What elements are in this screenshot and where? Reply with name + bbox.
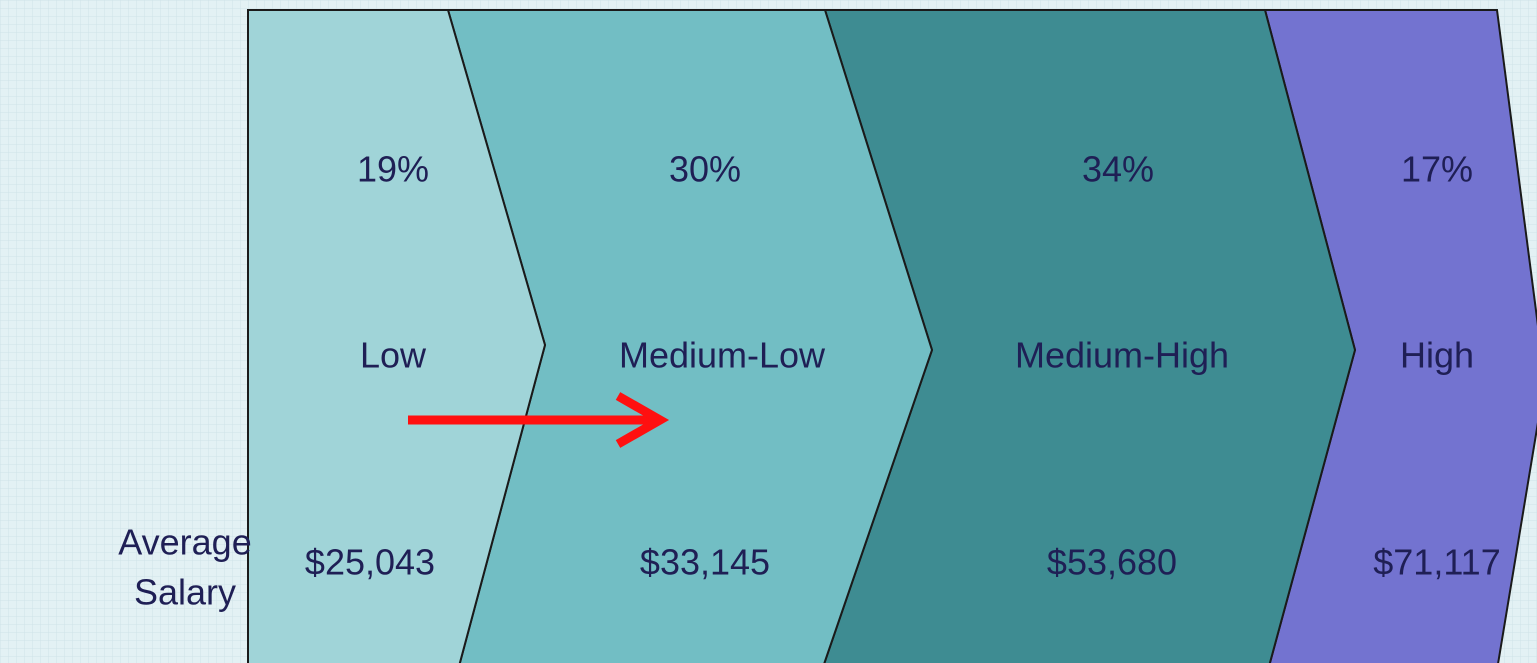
salary: $53,680: [1047, 542, 1177, 583]
salary: $33,145: [640, 542, 770, 583]
row-label: Average: [118, 522, 251, 563]
percent: 30%: [669, 149, 741, 190]
percent: 17%: [1401, 149, 1473, 190]
red-arrow: [408, 392, 670, 448]
segment-label: High: [1400, 335, 1474, 376]
salary: $71,117: [1373, 542, 1500, 583]
segment-label: Low: [360, 335, 427, 376]
row-label: Salary: [134, 572, 236, 613]
salary: $25,043: [305, 542, 435, 583]
segment-label: Medium-High: [1015, 335, 1229, 376]
segment-label: Medium-Low: [619, 335, 826, 376]
segment-low: [247, 9, 547, 663]
percent: 19%: [357, 149, 429, 190]
percent: 34%: [1082, 149, 1154, 190]
texts: 19% Low $25,043 30% Medium-Low $33,145 34% Medi…: [118, 149, 1500, 613]
